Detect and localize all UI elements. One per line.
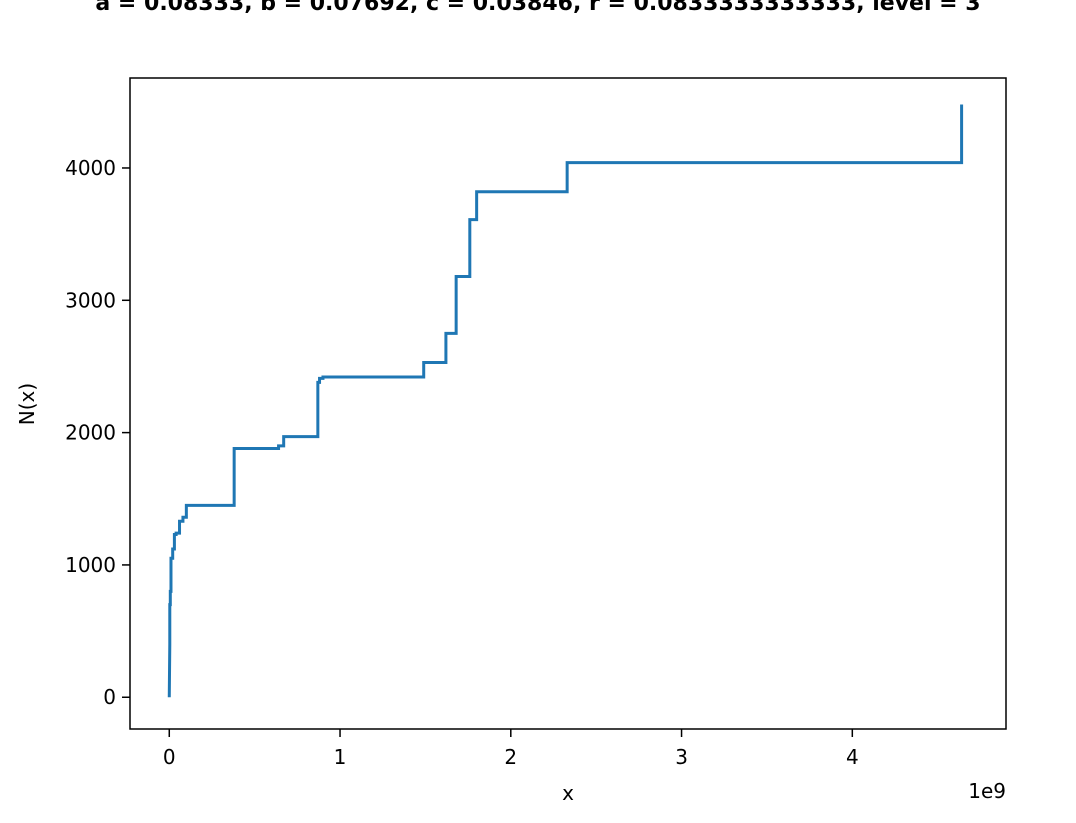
y-tick-label: 0 [103, 685, 116, 709]
x-tick-label: 3 [675, 745, 688, 769]
y-tick-label: 1000 [65, 553, 116, 577]
x-axis-label: x [562, 781, 574, 805]
x-axis-offset-label: 1e9 [968, 779, 1006, 803]
y-axis-label: N(x) [15, 383, 39, 425]
x-tick-label: 1 [334, 745, 347, 769]
x-tick-label: 2 [504, 745, 517, 769]
chart-title: a = 0.08333, b = 0.07692, c = 0.03846, r… [95, 0, 980, 16]
x-tick-label: 0 [163, 745, 176, 769]
plot-area-frame [129, 77, 1007, 730]
y-tick-label: 4000 [65, 156, 116, 180]
y-tick-label: 3000 [65, 288, 116, 312]
x-tick-label: 4 [846, 745, 859, 769]
y-tick-label: 2000 [65, 421, 116, 445]
series-line-0 [167, 104, 964, 698]
